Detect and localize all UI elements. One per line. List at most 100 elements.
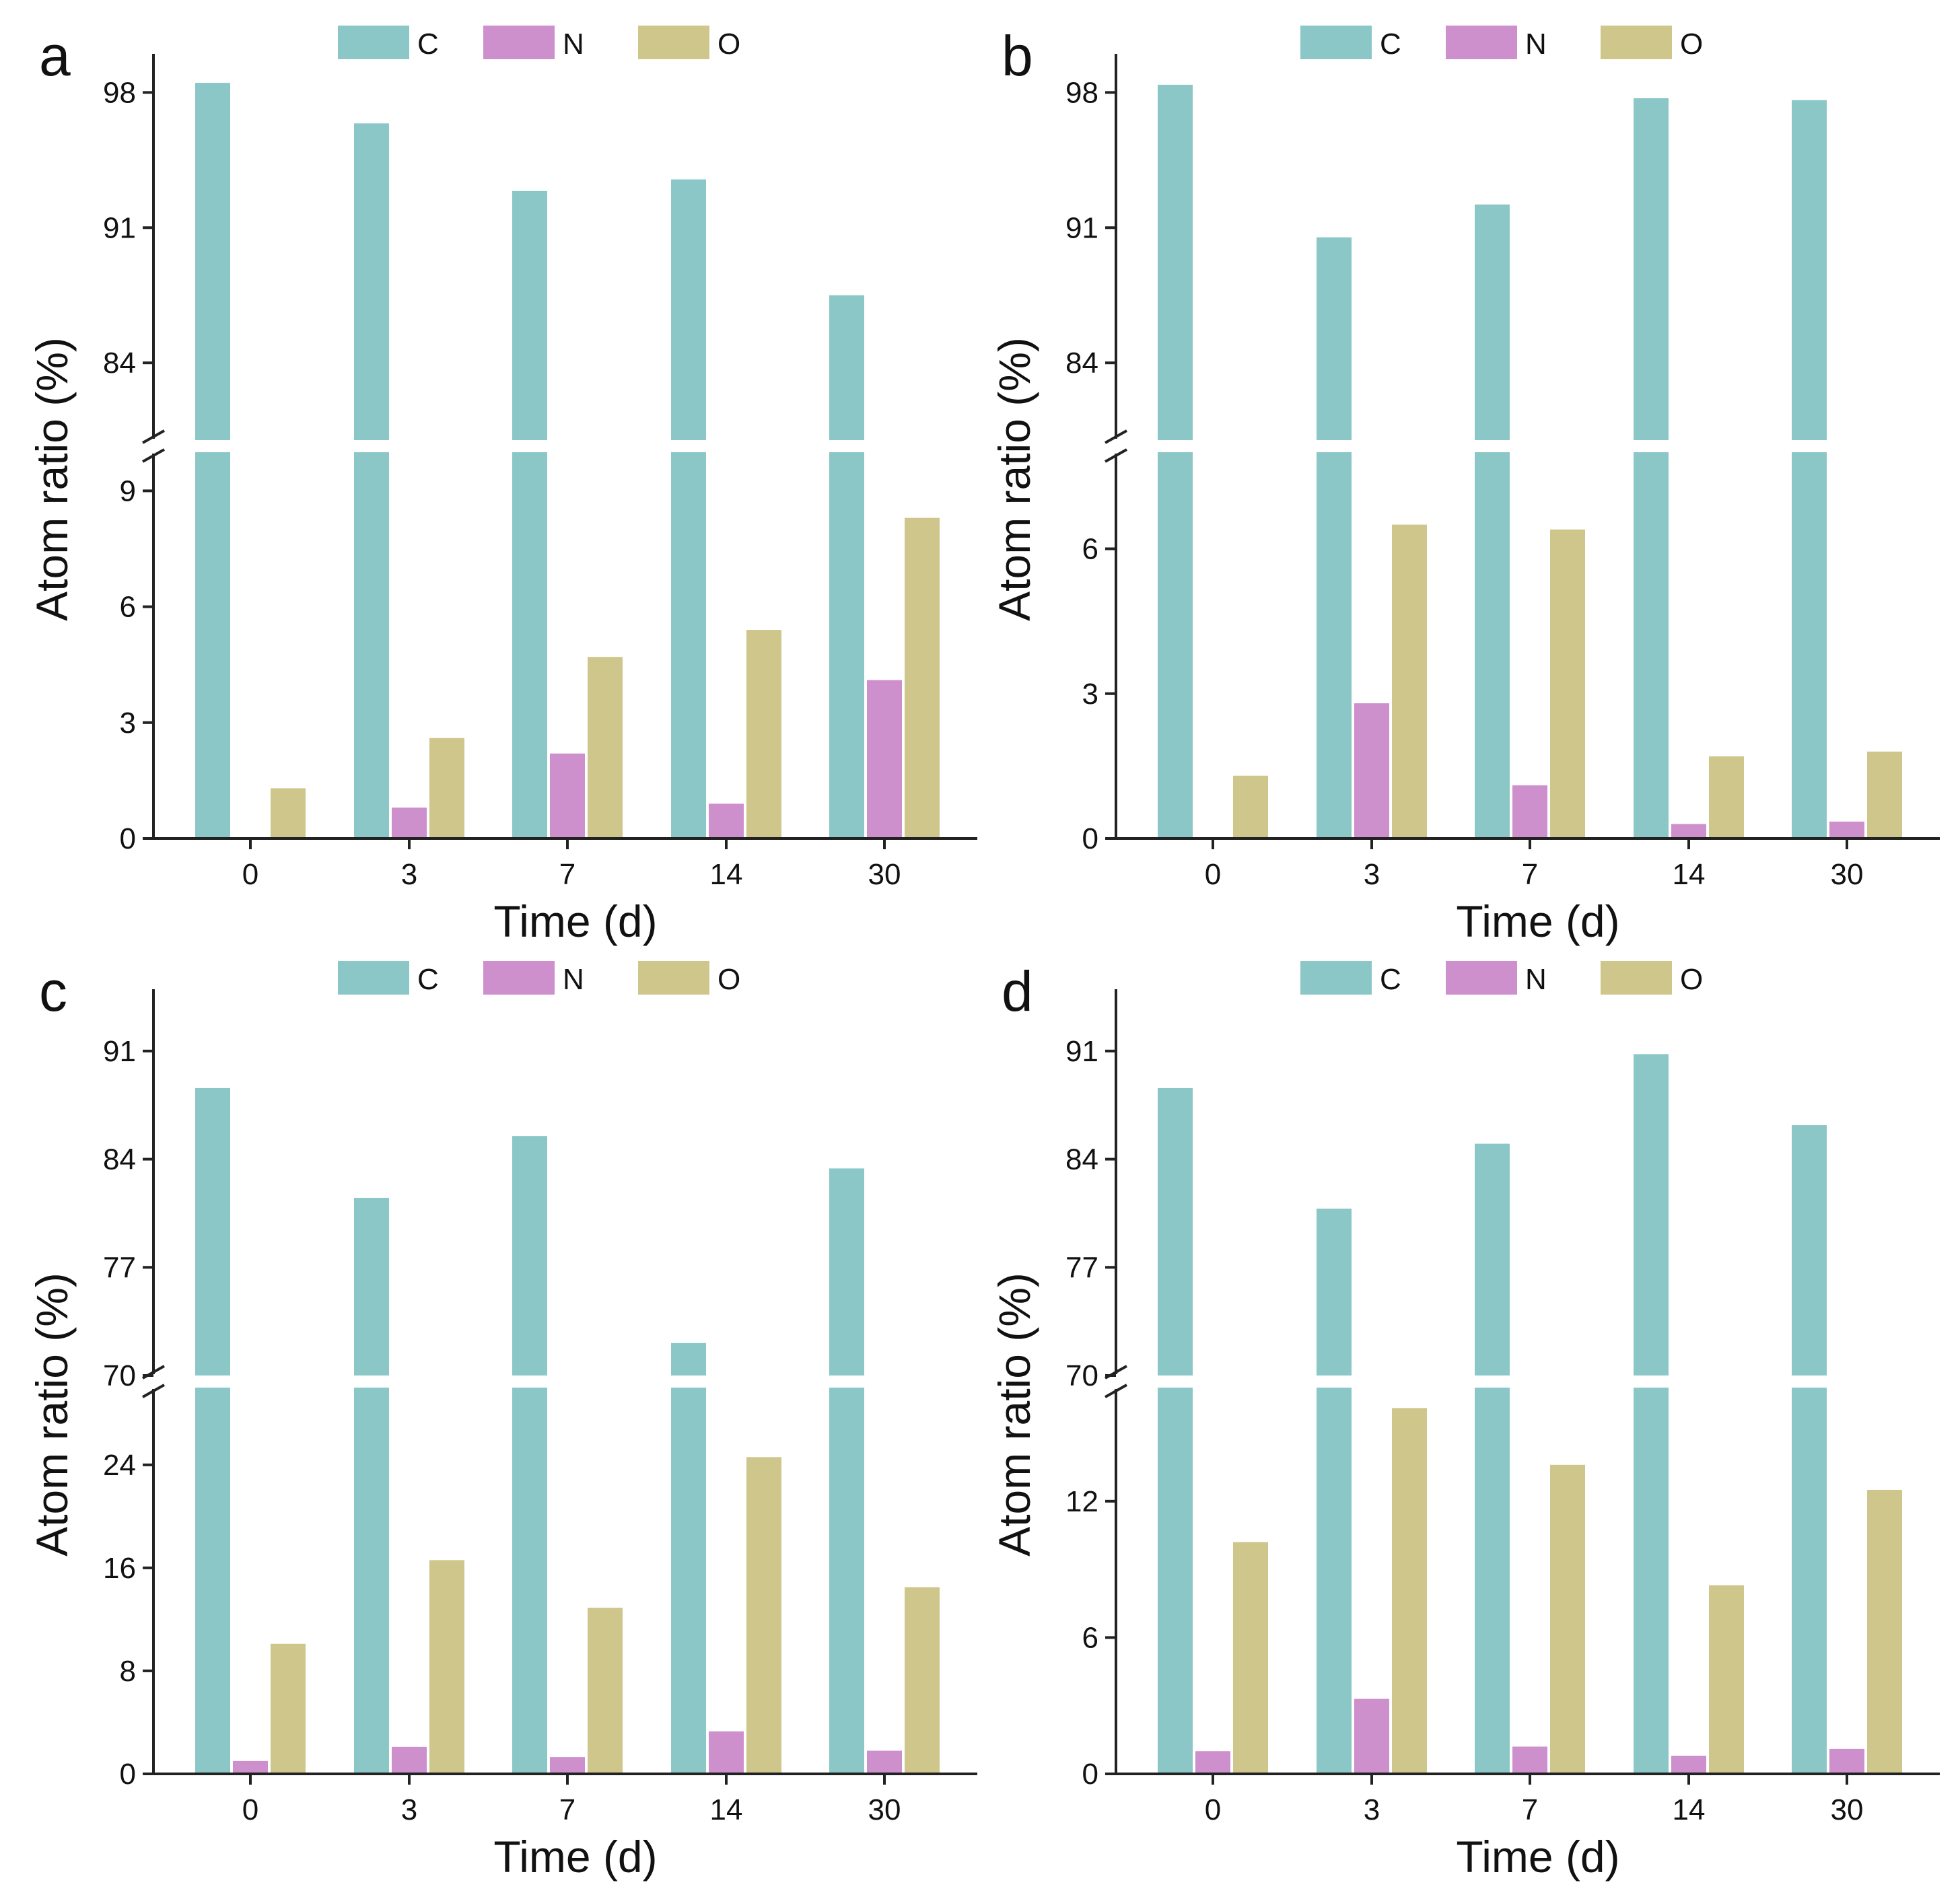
y-tick-label: 0	[1082, 1758, 1098, 1791]
bar-o-14	[746, 1457, 781, 1774]
y-tick-label: 91	[103, 211, 136, 244]
x-tick-label: 0	[242, 858, 258, 891]
bar-o-30	[1867, 1489, 1902, 1774]
legend-label-c: C	[1380, 963, 1401, 996]
bar-n-30	[867, 1750, 902, 1774]
bar-c-3-upper	[1317, 237, 1352, 440]
y-tick-label: 12	[1065, 1485, 1098, 1518]
y-tick-label: 3	[1082, 678, 1098, 711]
axis-break-gap	[1117, 440, 1941, 452]
y-tick-label: 70	[1065, 1359, 1098, 1392]
bar-o-0	[271, 1643, 306, 1774]
y-tick-label: 98	[1065, 76, 1098, 109]
legend-swatch-c	[1300, 26, 1372, 59]
y-tick-label: 6	[1082, 533, 1098, 566]
bar-c-0-upper	[195, 1087, 230, 1375]
bars	[195, 83, 940, 838]
bar-n-14	[709, 1731, 744, 1774]
legend-swatch-c	[338, 26, 409, 59]
legend-label-c: C	[1380, 28, 1401, 61]
bar-c-7-upper	[512, 190, 547, 440]
bar-c-0-upper	[1158, 1087, 1193, 1375]
panel-a: a C N O 84 91 98 0 3 6 9 0 3 7 14 30 Time (d) Atom ratio …	[27, 24, 979, 946]
panel-c: c C N O 70 77 84 91 0 8 16 24 0 3 7 14 30 Time (d) Atom ra…	[27, 960, 979, 1882]
legend-swatch-o	[1601, 26, 1672, 59]
bar-c-0-lower	[1158, 452, 1193, 838]
legend-label-o: O	[718, 963, 740, 996]
bar-c-14-upper	[671, 179, 706, 440]
panel-b: b C N O 84 91 98 0 3 6 0 3 7 14 30 Time (d) Atom ratio (…	[989, 24, 1941, 946]
bar-n-3	[1354, 703, 1389, 838]
legend-label-n: N	[563, 963, 584, 996]
bar-c-7-upper	[1475, 1143, 1510, 1375]
legend-swatch-c	[1300, 961, 1372, 995]
bar-n-14	[709, 803, 744, 838]
panel-letter: c	[39, 960, 67, 1023]
bar-o-3	[429, 738, 464, 838]
legend-swatch-n	[483, 26, 555, 59]
y-tick-label: 6	[120, 591, 136, 624]
legend-label-n: N	[1525, 963, 1547, 996]
y-tick-label: 8	[120, 1655, 136, 1688]
bar-o-7	[1550, 1464, 1585, 1774]
x-tick-label: 7	[559, 858, 575, 891]
bar-n-30	[867, 680, 902, 838]
y-axis-title: Atom ratio (%)	[989, 337, 1039, 621]
x-axis-title: Time (d)	[1456, 896, 1619, 946]
bar-c-3-lower	[1317, 452, 1352, 838]
x-tick-label: 14	[710, 858, 743, 891]
axis-break-mark	[142, 1384, 165, 1398]
x-tick-label: 3	[1364, 1793, 1380, 1826]
bar-o-7	[588, 1608, 623, 1774]
bar-c-7-lower	[512, 1388, 547, 1774]
bar-c-30-lower	[829, 1388, 864, 1774]
bar-n-7	[550, 753, 585, 838]
x-tick-label: 3	[401, 858, 417, 891]
bar-n-30	[1829, 1748, 1864, 1774]
bars	[195, 1087, 940, 1774]
y-tick-label: 24	[103, 1449, 136, 1482]
bar-o-3	[1392, 524, 1427, 838]
bar-c-14-lower	[1634, 452, 1669, 838]
y-tick-label: 70	[103, 1359, 136, 1392]
bar-n-3	[392, 808, 427, 838]
x-tick-label: 3	[1364, 858, 1380, 891]
bar-c-3-lower	[1317, 1388, 1352, 1774]
bar-o-7	[588, 657, 623, 838]
y-tick-label: 0	[1082, 822, 1098, 855]
bar-c-30-upper	[829, 1168, 864, 1375]
panel-letter: b	[1002, 24, 1033, 87]
y-tick-label: 3	[120, 707, 136, 740]
legend-swatch-c	[338, 961, 409, 995]
bar-o-14	[1709, 756, 1744, 838]
x-tick-label: 14	[1673, 1793, 1706, 1826]
axis-break-mark	[1105, 448, 1127, 463]
x-tick-label: 0	[1205, 858, 1221, 891]
legend-label-o: O	[718, 28, 740, 61]
bar-c-7-lower	[1475, 452, 1510, 838]
panel-letter: a	[39, 24, 71, 87]
legend-swatch-n	[1446, 26, 1517, 59]
bar-c-3-lower	[354, 1388, 389, 1774]
bar-n-7	[1512, 1746, 1547, 1774]
y-tick-label: 0	[120, 1758, 136, 1791]
bar-n-3	[1354, 1699, 1389, 1774]
bar-o-14	[1709, 1585, 1744, 1774]
x-tick-label: 0	[242, 1793, 258, 1826]
axis-break-mark	[1105, 429, 1127, 444]
x-tick-label: 0	[1205, 1793, 1221, 1826]
x-tick-label: 7	[559, 1793, 575, 1826]
x-tick-label: 7	[1522, 1793, 1538, 1826]
bar-c-14-lower	[671, 1388, 706, 1774]
x-axis-title: Time (d)	[493, 896, 657, 946]
legend-swatch-o	[1601, 961, 1672, 995]
bar-c-0-lower	[195, 1388, 230, 1774]
bar-o-30	[1867, 751, 1902, 838]
y-axis-title: Atom ratio (%)	[27, 337, 77, 621]
bar-o-0	[1233, 1542, 1268, 1774]
x-tick-label: 30	[1831, 858, 1864, 891]
panel-d: d C N O 70 77 84 91 0 6 12 0 3 7 14 30 Time (d) Atom rati…	[989, 960, 1941, 1882]
bar-n-3	[392, 1746, 427, 1774]
bar-c-14-upper	[1634, 98, 1669, 440]
